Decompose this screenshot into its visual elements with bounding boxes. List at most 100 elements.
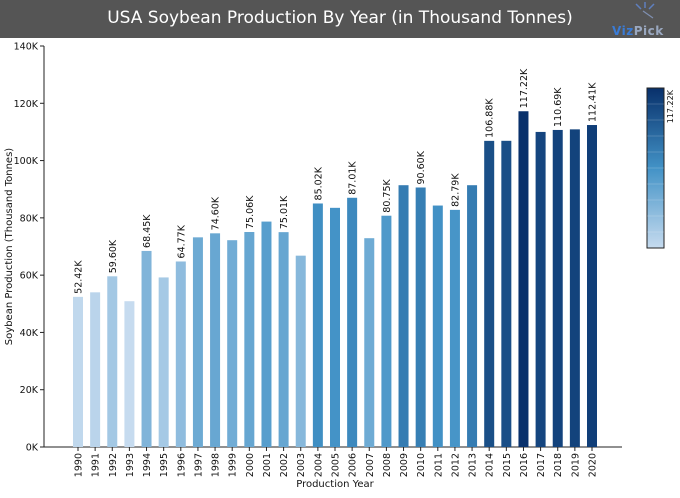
x-tick-label: 1997	[193, 453, 204, 477]
x-tick-label: 2016	[519, 453, 530, 477]
x-tick-label: 1992	[108, 453, 119, 477]
x-tick-label: 2010	[416, 453, 427, 477]
x-tick-label: 2005	[331, 453, 342, 477]
data-label: 117.22K	[519, 68, 530, 108]
y-tick-label: 60K	[20, 271, 39, 282]
x-tick-label: 2019	[570, 453, 581, 477]
bar	[278, 232, 289, 447]
x-tick-label: 1994	[142, 453, 153, 477]
data-label: 68.45K	[142, 214, 153, 248]
bar	[210, 233, 221, 447]
x-tick-label: 2007	[365, 453, 376, 477]
x-tick-label: 1995	[159, 453, 170, 477]
x-tick-label: 2003	[296, 453, 307, 477]
bars	[73, 111, 597, 448]
data-label: 64.77K	[176, 224, 187, 258]
data-label: 74.60K	[211, 196, 222, 230]
bar	[227, 240, 238, 447]
x-tick-label: 2008	[382, 453, 393, 477]
data-label: 106.88K	[485, 98, 496, 138]
x-tick-label: 2001	[262, 453, 273, 477]
colorbar-gradient	[646, 87, 665, 249]
colorbar: 117.22K	[646, 87, 675, 249]
x-tick-label: 1998	[211, 453, 222, 477]
y-tick-label: 20K	[20, 385, 39, 396]
bar	[141, 250, 152, 447]
bar	[312, 203, 323, 447]
bar	[158, 277, 169, 447]
bar	[518, 111, 529, 448]
y-tick-label: 40K	[20, 328, 39, 339]
y-tick-label: 80K	[20, 213, 39, 224]
x-tick-label: 2009	[399, 453, 410, 477]
bar	[569, 129, 580, 447]
logo-sparkle-icon	[635, 2, 655, 19]
bar	[107, 276, 118, 447]
x-tick-label: 2014	[485, 453, 496, 477]
x-axis: 1990 1991 1992 1993 1994 1995 1996 1997 1998 1999…	[44, 446, 622, 477]
data-label: 52.42K	[74, 260, 85, 294]
bar	[261, 221, 272, 447]
bar	[295, 255, 306, 447]
x-tick-label: 2002	[279, 453, 290, 477]
bar	[415, 187, 426, 447]
data-label: 82.79K	[450, 173, 461, 207]
bar	[398, 185, 409, 447]
colorbar-label: 117.22K	[666, 89, 675, 123]
y-tick-label: 0K	[26, 443, 39, 454]
bar	[535, 131, 546, 447]
y-axis: 0K 20K 40K 60K 80K 100K 120K 140K	[14, 42, 45, 454]
title-bar	[0, 0, 680, 38]
bar	[432, 205, 443, 447]
data-label: 75.01K	[279, 195, 290, 229]
y-tick-label: 100K	[14, 156, 39, 167]
bar	[244, 232, 255, 447]
y-axis-title: Soybean Production (Thousand Tonnes)	[4, 148, 15, 345]
x-axis-title: Production Year	[296, 479, 374, 490]
data-label: 110.69K	[553, 87, 564, 127]
logo-brand-suffix: Pick	[633, 24, 664, 38]
bar	[124, 301, 135, 447]
x-tick-label: 1990	[74, 453, 85, 477]
x-tick-label: 2018	[553, 453, 564, 477]
bar	[347, 197, 358, 447]
x-tick-label: 1999	[228, 453, 239, 477]
bar	[484, 140, 495, 447]
x-tick-label: 2000	[245, 453, 256, 477]
bar	[501, 140, 512, 447]
bar	[587, 125, 597, 448]
x-tick-label: 2012	[450, 453, 461, 477]
x-tick-label: 2017	[536, 453, 547, 477]
x-tick-label: 2015	[502, 453, 513, 477]
bar	[73, 296, 83, 447]
bar	[364, 238, 375, 447]
y-tick-label: 120K	[14, 99, 39, 110]
x-tick-label: 2004	[313, 453, 324, 477]
data-label: 85.02K	[313, 166, 324, 200]
x-tick-label: 2020	[588, 453, 599, 477]
vizpick-logo: VizPick	[612, 2, 672, 38]
x-tick-label: 2011	[433, 453, 444, 477]
bar	[330, 207, 340, 447]
bar	[381, 215, 392, 447]
data-label: 87.01K	[348, 161, 359, 195]
x-tick-label: 1996	[176, 453, 187, 477]
data-label: 112.41K	[588, 82, 599, 122]
logo-text: VizPick	[612, 24, 664, 38]
bar	[552, 129, 563, 447]
data-label: 90.60K	[416, 150, 427, 184]
x-tick-label: 2006	[348, 453, 359, 477]
bar	[175, 261, 186, 447]
bar	[449, 209, 460, 447]
x-tick-label: 1993	[125, 453, 136, 477]
bar	[467, 185, 478, 447]
chart-title: USA Soybean Production By Year (in Thous…	[107, 8, 573, 28]
x-tick-label: 2013	[468, 453, 479, 477]
bar	[90, 292, 101, 447]
bar-labels: 52.42K 59.60K 68.45K 64.77K 74.60K 75.06K 75.0…	[74, 68, 599, 294]
data-label: 59.60K	[108, 239, 119, 273]
bar	[192, 237, 203, 447]
data-label: 75.06K	[245, 195, 256, 229]
